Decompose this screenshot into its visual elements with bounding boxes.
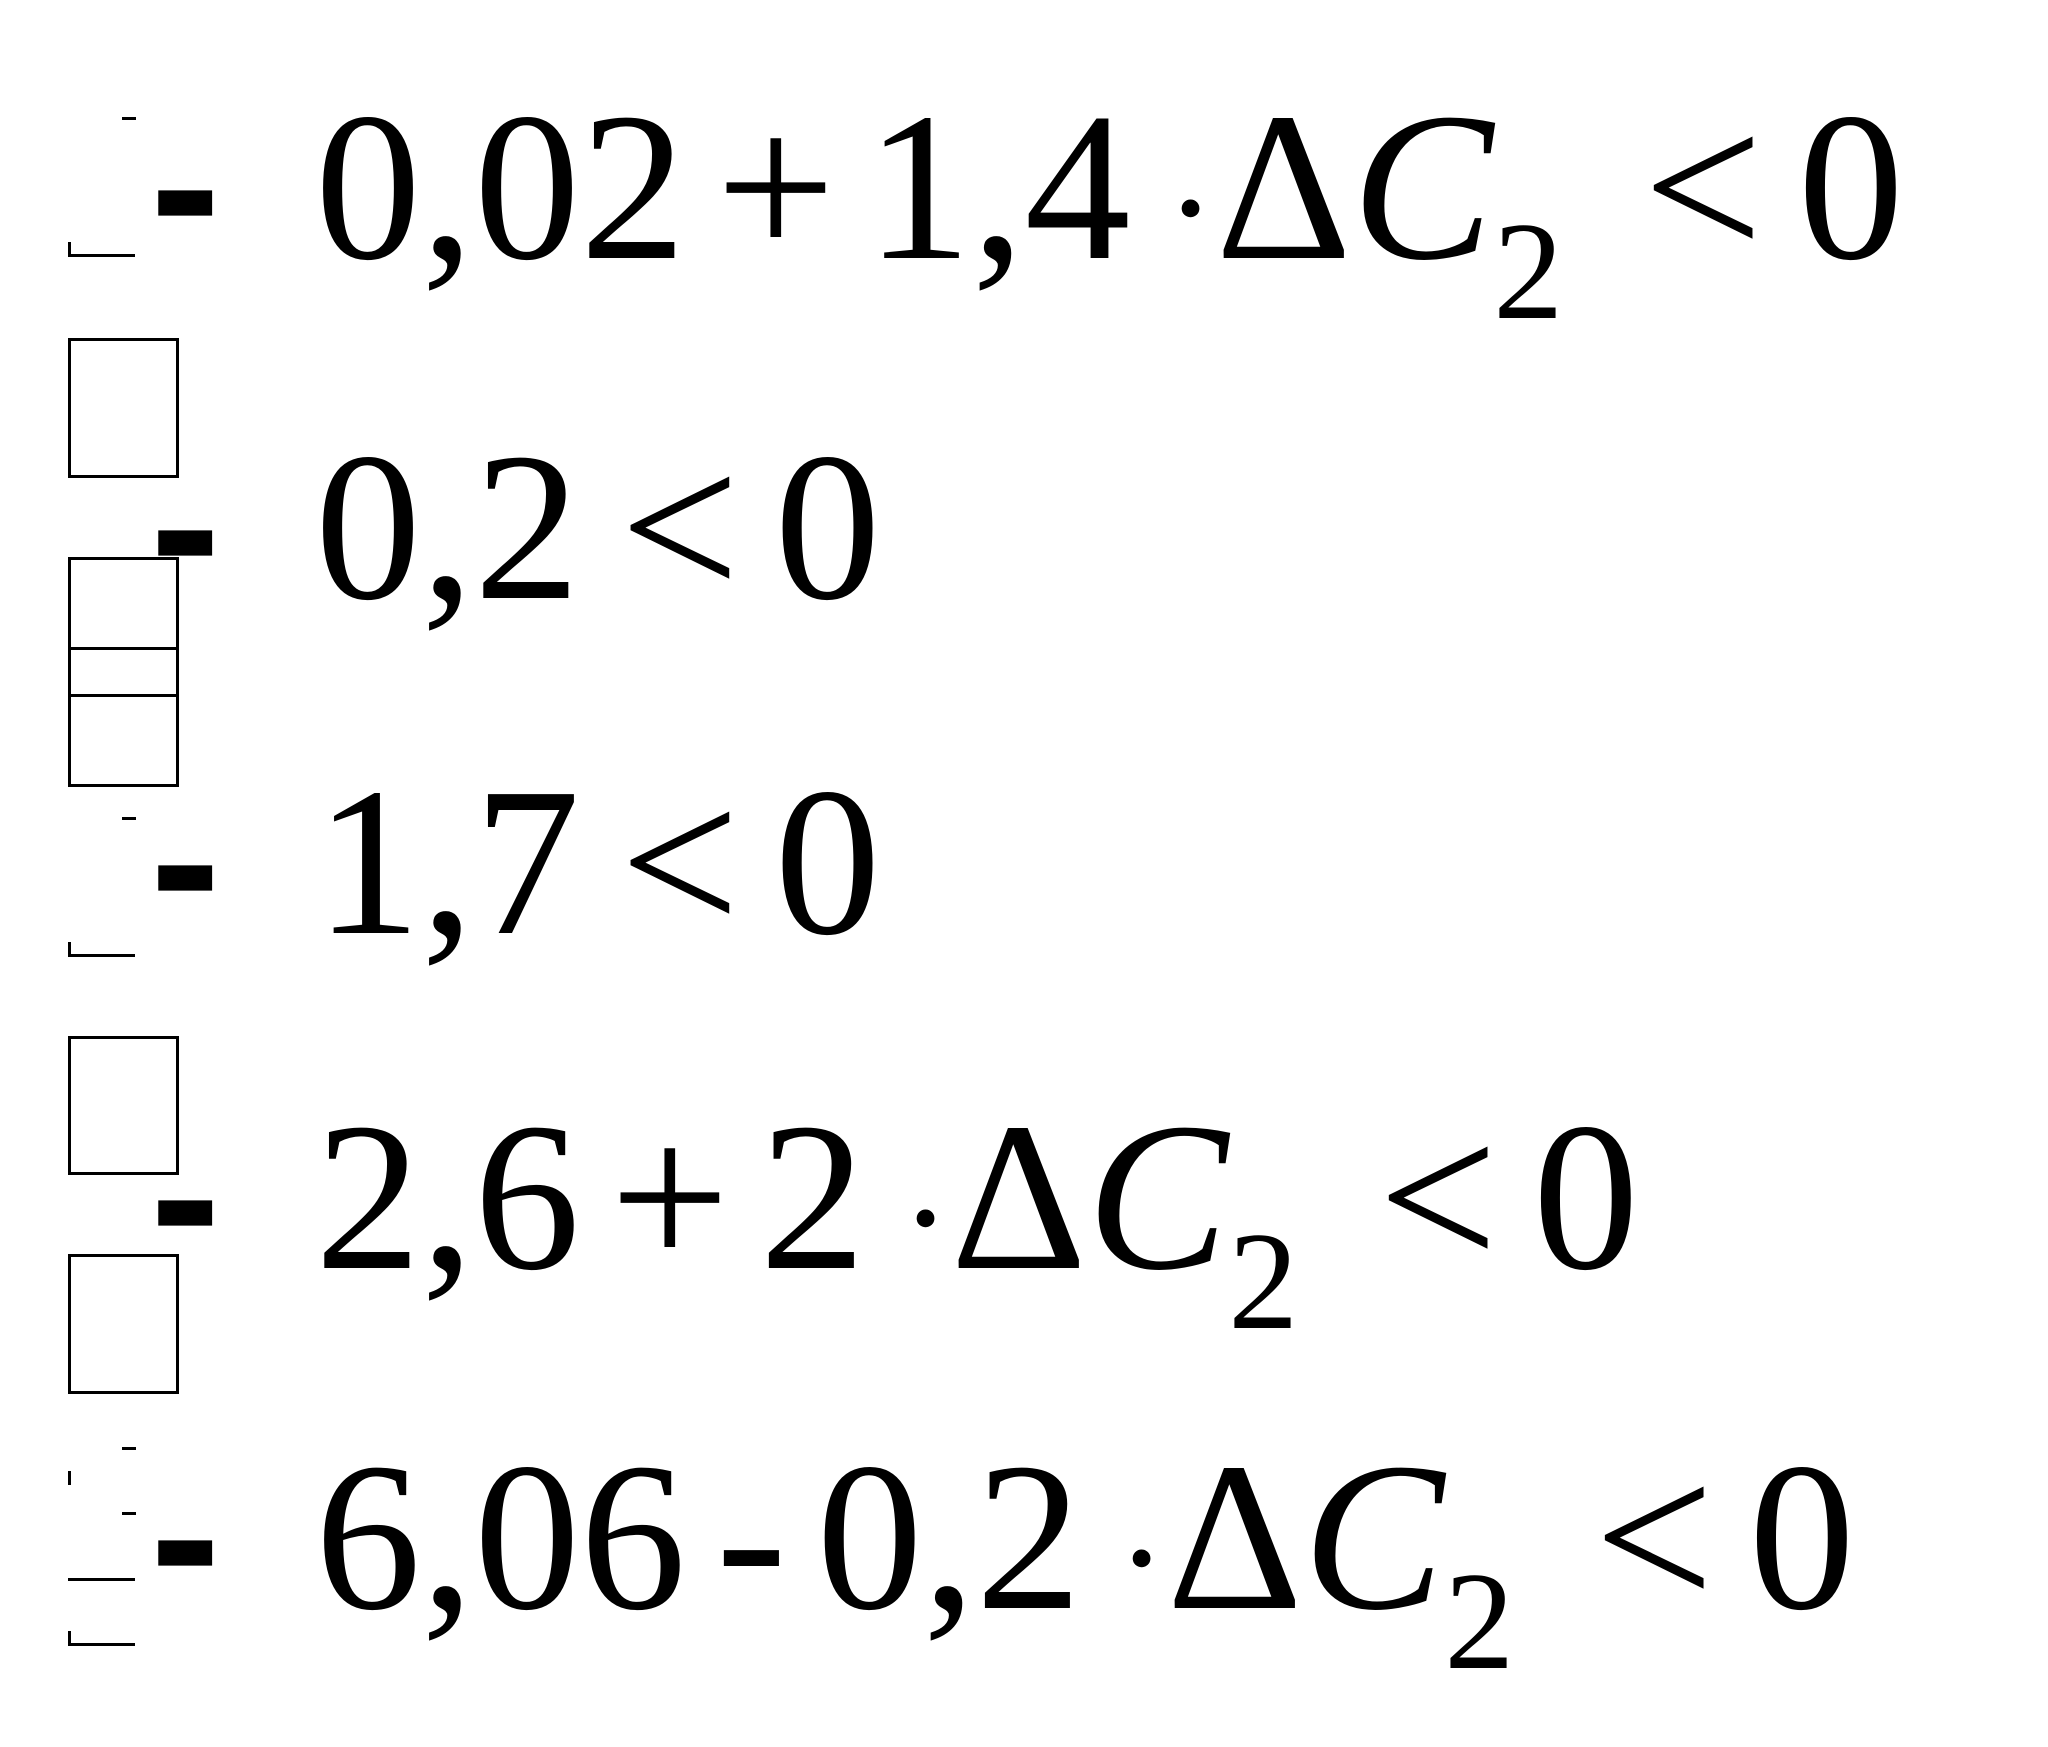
operator: + <box>610 1079 730 1314</box>
number: 0 <box>774 409 881 644</box>
multiplication-dot: · <box>1116 1475 1167 1641</box>
bracket-tick <box>68 954 135 957</box>
operator: - <box>716 1419 787 1654</box>
subscript: 2 <box>1228 1204 1299 1359</box>
inequality-line: -1,7 <0 <box>150 735 881 985</box>
delta-symbol: Δ <box>1215 69 1352 304</box>
less-than-sign: < <box>1378 1079 1498 1314</box>
inequality-line: -0,02 +1,4 ·ΔC2 <0 <box>150 60 1904 349</box>
bracket-tick <box>68 1643 135 1646</box>
variable: C <box>1086 1079 1229 1314</box>
number: 6,06 <box>315 1419 686 1654</box>
less-than-sign: < <box>620 409 740 644</box>
bracket-divider <box>68 694 179 697</box>
number: 1,4 <box>865 69 1131 304</box>
multiplication-dot: · <box>1165 125 1216 291</box>
number: 2 <box>759 1079 866 1314</box>
leading-minus-sign: - <box>150 66 221 303</box>
missing-glyph-box <box>68 1036 179 1175</box>
bracket-tick <box>122 817 136 820</box>
missing-glyph-box <box>68 557 179 787</box>
delta-symbol: Δ <box>1166 1419 1303 1654</box>
number: 1,7 <box>315 744 580 979</box>
subscript: 2 <box>1493 194 1564 349</box>
subscript: 2 <box>1444 1544 1515 1699</box>
number: 0,02 <box>315 69 686 304</box>
variable: C <box>1302 1419 1445 1654</box>
operator: + <box>716 69 836 304</box>
less-than-sign: < <box>1594 1419 1714 1654</box>
bracket-tick <box>68 942 71 956</box>
less-than-sign: < <box>620 744 740 979</box>
multiplication-dot: · <box>900 1135 951 1301</box>
number: 0 <box>1532 1079 1639 1314</box>
bracket-tick <box>68 1471 71 1485</box>
bracket-tick <box>68 242 71 256</box>
inequality-line: -2,6 +2 ·ΔC2 <0 <box>150 1070 1639 1359</box>
missing-glyph-box <box>68 338 179 478</box>
bracket-tick <box>68 1578 135 1581</box>
bracket-tick <box>122 117 136 120</box>
leading-minus-sign: - <box>150 406 221 643</box>
inequality-line: -6,06-0,2 ·ΔC2 <0 <box>150 1410 1855 1699</box>
missing-glyph-box <box>68 1254 179 1394</box>
inequality-line: -0,2 <0 <box>150 400 881 650</box>
number: 0 <box>774 744 881 979</box>
leading-minus-sign: - <box>150 1416 221 1653</box>
variable: C <box>1351 69 1494 304</box>
bracket-tick <box>68 254 135 257</box>
delta-symbol: Δ <box>950 1079 1087 1314</box>
number: 2,6 <box>315 1079 580 1314</box>
bracket-tick <box>122 1512 136 1515</box>
number: 0,2 <box>315 409 580 644</box>
leading-minus-sign: - <box>150 1076 221 1313</box>
bracket-tick <box>68 1631 71 1645</box>
bracket-divider <box>68 647 179 650</box>
number: 0 <box>1797 69 1904 304</box>
leading-minus-sign: - <box>150 741 221 978</box>
bracket-tick <box>122 1447 136 1450</box>
number: 0,2 <box>816 1419 1082 1654</box>
number: 0 <box>1748 1419 1855 1654</box>
less-than-sign: < <box>1643 69 1763 304</box>
